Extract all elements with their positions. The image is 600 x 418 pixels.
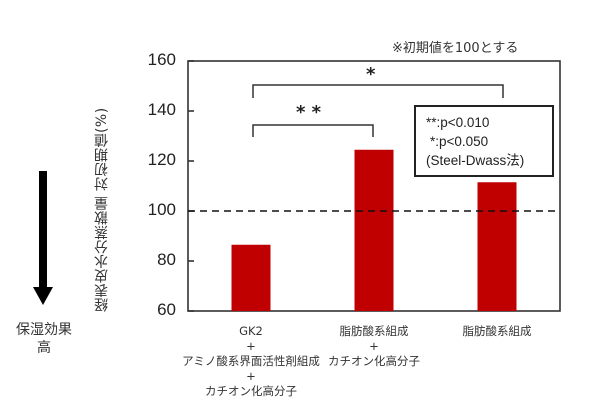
y-tick-label: 100 [147,200,176,219]
legend-item-method: (Steel-Dwass法) [426,153,525,168]
legend-item-single-star: *:p<0.050 [430,134,489,149]
significance-bracket-outer [252,84,504,98]
y-tick-label: 160 [147,50,176,69]
arrow-label-line-1: 保湿効果 [16,322,72,338]
x-category-label-line: 脂肪酸系組成 [462,324,532,338]
legend-item-double-star: **:p<0.010 [426,115,490,130]
significance-bracket-inner [252,124,374,137]
moisturizing-effect-label: 保湿効果 高 [8,321,80,357]
y-tick-label: 120 [147,150,176,169]
x-category-label-line: アミノ酸系界面活性剤組成 [182,354,320,368]
x-category-label-line: + [246,339,256,353]
x-category-label: 脂肪酸系組成 + カチオン化高分子 [294,324,454,369]
bars [231,149,517,311]
baseline-note: ※初期値を100とする [392,41,519,56]
arrow-label-line-2: 高 [37,340,51,356]
significance-label-outer: * [366,64,376,85]
x-category-label-line: カチオン化高分子 [328,354,420,368]
x-category-label: 脂肪酸系組成 [417,324,577,339]
x-category-label-line: + [246,369,256,383]
legend: **:p<0.010 *:p<0.050 (Steel-Dwass法) [414,105,554,177]
x-category-label-line: GK2 [239,324,263,338]
down-arrow-icon [33,171,53,305]
x-category-label-line: 脂肪酸系組成 [339,324,409,338]
bar-1 [231,244,271,311]
significance-label-inner: * * [296,102,322,123]
x-category-label-line: + [369,339,379,353]
bar-3 [477,182,517,311]
y-tick-label: 140 [147,100,176,119]
y-tick-label: 80 [157,250,176,269]
y-ticks [188,60,194,312]
bar-2 [354,149,394,311]
y-tick-label: 60 [157,300,176,319]
x-category-label-line: カチオン化高分子 [205,384,297,398]
x-category-label: GK2 + アミノ酸系界面活性剤組成 + カチオン化高分子 [171,324,331,399]
